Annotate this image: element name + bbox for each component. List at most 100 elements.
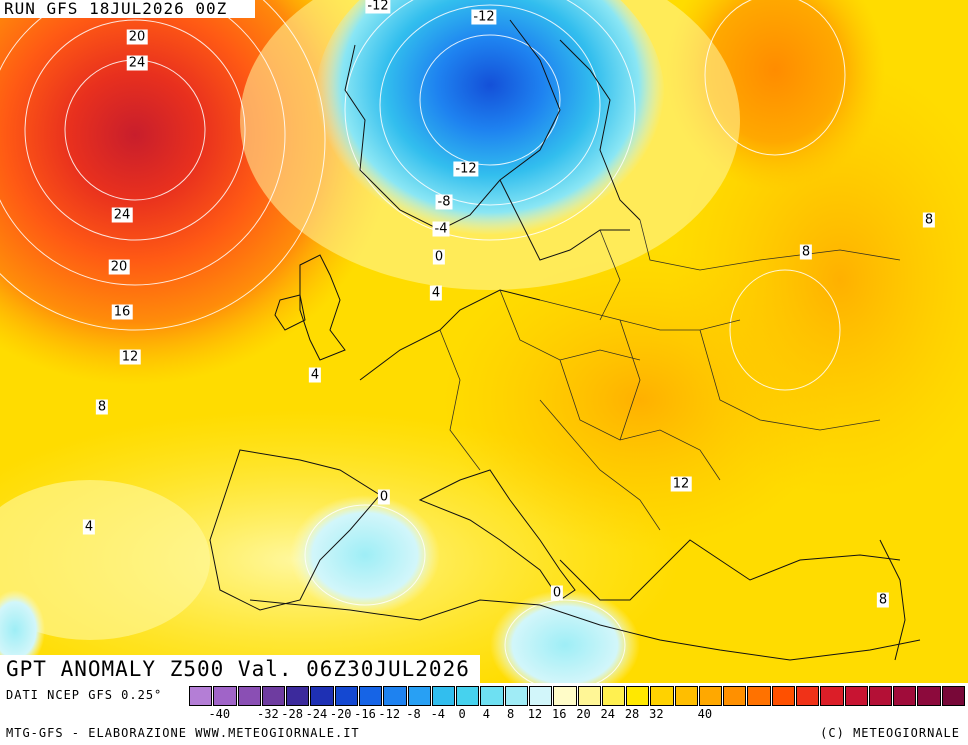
coastlines xyxy=(209,19,921,661)
coast-iberia xyxy=(209,449,381,611)
contour-label: 8 xyxy=(876,592,890,608)
contour-label: -12 xyxy=(365,0,391,14)
coast-north-africa xyxy=(249,599,921,661)
color-scale-cell xyxy=(893,686,917,706)
color-scale-tick: 40 xyxy=(697,707,713,721)
color-scale-cell xyxy=(626,686,650,706)
field-sw-cold xyxy=(0,590,45,670)
coast-baltic xyxy=(499,179,630,261)
color-scale-cell xyxy=(941,686,965,706)
color-scale-cell xyxy=(723,686,747,706)
contour-label: 24 xyxy=(126,55,148,71)
color-scale-cell xyxy=(747,686,771,706)
contour-label: -12 xyxy=(453,161,479,177)
color-scale-cell xyxy=(480,686,504,706)
contour-label: -12 xyxy=(471,9,497,25)
color-scale-tick: -4 xyxy=(430,707,446,721)
color-scale-tick: -16 xyxy=(354,707,376,721)
contour-label: 20 xyxy=(126,29,148,45)
contour-label: 20 xyxy=(108,259,130,275)
color-scale-cell xyxy=(601,686,626,706)
anomaly-map xyxy=(0,0,968,683)
color-scale-tick: 4 xyxy=(482,707,490,721)
contour-label: 8 xyxy=(95,399,109,415)
color-scale-cell xyxy=(310,686,334,706)
field-libya-cold xyxy=(490,590,640,683)
color-scale-cell xyxy=(796,686,820,706)
color-scale-bar xyxy=(189,686,966,706)
color-scale-cell xyxy=(528,686,553,706)
color-scale-tick: 24 xyxy=(600,707,616,721)
contour-label: 0 xyxy=(377,489,391,505)
color-scale-cell xyxy=(456,686,480,706)
color-scale-tick: -24 xyxy=(305,707,328,721)
color-scale-tick: -20 xyxy=(329,707,352,721)
color-scale-tick: 28 xyxy=(624,707,640,721)
color-scale-tick: -40 xyxy=(208,707,231,721)
contour-label: 24 xyxy=(111,207,133,223)
contour-label: -8 xyxy=(435,194,453,210)
color-scale-tick: -28 xyxy=(281,707,303,721)
contour-label: 4 xyxy=(82,519,96,535)
color-scale-tick: 12 xyxy=(527,707,543,721)
color-scale-cell xyxy=(334,686,358,706)
color-scale-cell xyxy=(820,686,844,706)
contour-label: 8 xyxy=(799,244,813,260)
coast-ireland xyxy=(274,294,306,331)
coast-finland xyxy=(559,39,641,221)
credit-right: (C) METEOGIORNALE xyxy=(820,726,960,740)
contour-label: -4 xyxy=(432,221,450,237)
field-iberia-cold xyxy=(290,495,440,615)
field-atlantic-weak xyxy=(0,480,210,640)
color-scale-tick: 0 xyxy=(458,707,466,721)
color-scale-cell xyxy=(358,686,383,706)
color-scale-cell xyxy=(917,686,941,706)
color-scale-tick: 20 xyxy=(576,707,591,721)
color-scale-tick: -8 xyxy=(406,707,421,721)
color-scale-cell xyxy=(771,686,796,706)
color-scale-cell xyxy=(383,686,407,706)
color-scale-cell xyxy=(553,686,577,706)
contour-lines xyxy=(0,0,846,683)
contour-label: 12 xyxy=(670,476,692,492)
contour-label: 0 xyxy=(550,585,564,601)
color-scale-cell xyxy=(261,686,286,706)
data-source-label: DATI NCEP GFS 0.25° xyxy=(6,688,163,702)
contour-label: 4 xyxy=(308,367,322,383)
color-scale-cell xyxy=(237,686,261,706)
coast-great-britain xyxy=(299,254,346,361)
color-scale-cell xyxy=(698,686,723,706)
map-title: GPT ANOMALY Z500 Val. 06Z30JUL2026 xyxy=(0,655,480,683)
color-scale-cell xyxy=(577,686,601,706)
color-scale-cell xyxy=(213,686,237,706)
color-scale-cell xyxy=(286,686,310,706)
color-scale-cell xyxy=(844,686,868,706)
borders xyxy=(439,219,901,531)
color-scale-cell xyxy=(189,686,213,706)
color-scale-cell xyxy=(504,686,528,706)
color-scale-cell xyxy=(431,686,456,706)
field-scandinavian-low xyxy=(315,0,665,250)
color-scale-cell xyxy=(674,686,698,706)
color-scale-cell xyxy=(650,686,674,706)
contour-label: 16 xyxy=(111,304,133,320)
color-scale-tick: -12 xyxy=(378,707,401,721)
contour-label: 0 xyxy=(432,249,446,265)
run-title: RUN GFS 18JUL2026 00Z xyxy=(0,0,256,18)
color-scale-ticks: -40 -32 -28 -24 -20 -16 -12 -8 -4 0 4 8 12 16 20 24 28 32… xyxy=(189,707,966,723)
coast-north-sea xyxy=(359,289,541,381)
color-scale-tick: 8 xyxy=(507,707,515,721)
coast-norway xyxy=(344,19,561,231)
coast-italy xyxy=(418,469,576,601)
color-scale-tick: 16 xyxy=(551,707,567,721)
color-scale-cell xyxy=(868,686,893,706)
coast-levant xyxy=(879,539,906,661)
color-scale-tick: -32 xyxy=(257,707,279,721)
contour-label: 12 xyxy=(119,349,141,365)
coast-balkans-turkey xyxy=(559,539,901,601)
contour-label: 4 xyxy=(429,285,443,301)
credit-left: MTG-GFS - ELABORAZIONE WWW.METEOGIORNALE… xyxy=(6,726,360,740)
color-scale-cell xyxy=(407,686,431,706)
color-scale-tick: 32 xyxy=(649,707,664,721)
